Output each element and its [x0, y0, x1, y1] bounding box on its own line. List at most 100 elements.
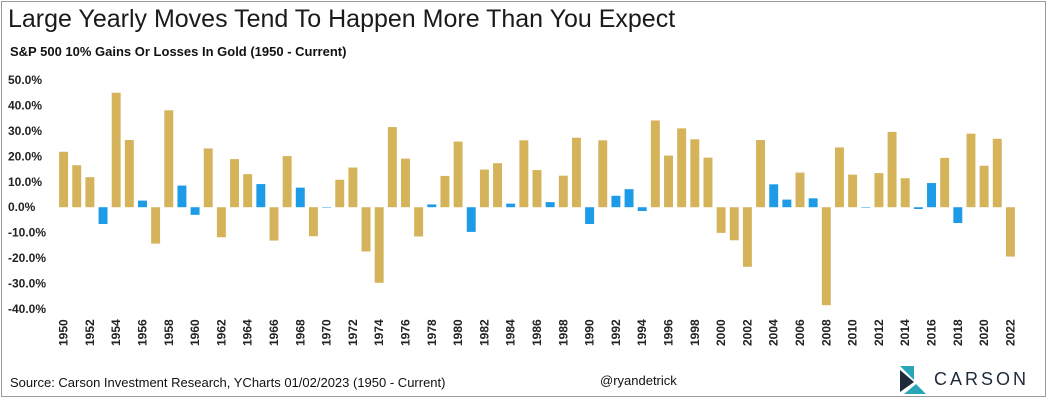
x-tick-label: 1988: [556, 319, 570, 346]
x-tick-label: 1976: [398, 319, 412, 346]
x-tick-label: 1994: [635, 319, 649, 346]
bar-1994: [637, 207, 647, 212]
bar-1986: [532, 170, 542, 208]
bar-1958: [164, 110, 174, 208]
bar-2002: [742, 207, 752, 267]
bar-2019: [966, 133, 976, 208]
bar-1950: [59, 151, 69, 208]
bar-2014: [900, 178, 910, 208]
bar-1951: [72, 165, 82, 208]
bar-2012: [874, 173, 884, 208]
y-tick-label: 40.0%: [8, 98, 42, 112]
x-tick-label: 2002: [740, 319, 754, 346]
bar-1971: [335, 179, 345, 208]
bar-2001: [729, 207, 739, 241]
bar-2007: [808, 198, 818, 208]
bar-1980: [453, 141, 463, 208]
bar-1982: [479, 169, 489, 208]
bar-2015: [913, 207, 923, 209]
bar-2017: [940, 157, 950, 208]
x-tick-label: 2018: [951, 319, 965, 346]
x-tick-label: 2000: [714, 319, 728, 346]
y-tick-label: -40.0%: [8, 302, 46, 316]
bar-1959: [177, 185, 187, 208]
x-tick-label: 2014: [898, 319, 912, 346]
bar-1963: [230, 159, 239, 208]
x-tick-label: 1950: [57, 319, 71, 346]
bar-1956: [138, 200, 147, 208]
bar-1969: [308, 207, 318, 237]
bar-1957: [151, 207, 161, 244]
bar-1996: [664, 155, 673, 208]
carson-logo: CARSON: [898, 364, 1029, 394]
x-tick-label: 1972: [346, 319, 360, 346]
x-tick-label: 2020: [977, 319, 991, 346]
bar-1990: [585, 207, 595, 225]
x-tick-label: 1990: [583, 319, 597, 346]
x-tick-label: 2008: [819, 319, 833, 346]
x-tick-label: 1996: [662, 319, 676, 346]
x-tick-label: 1954: [109, 319, 123, 346]
bar-2008: [821, 207, 831, 306]
x-tick-label: 1978: [425, 319, 439, 346]
x-tick-label: 1984: [504, 319, 518, 346]
bar-1983: [493, 163, 503, 208]
x-tick-label: 1982: [477, 319, 491, 346]
x-tick-label: 1986: [530, 319, 544, 346]
x-tick-label: 1962: [214, 319, 228, 346]
bar-2021: [992, 138, 1002, 208]
bar-1989: [571, 137, 581, 208]
x-tick-label: 1956: [135, 319, 149, 346]
bar-1968: [295, 187, 305, 208]
x-tick-label: 2004: [767, 319, 781, 346]
bar-1991: [598, 140, 608, 208]
bar-1997: [677, 128, 687, 208]
bar-2005: [782, 199, 792, 208]
y-tick-label: 0.0%: [8, 200, 36, 214]
carson-logo-text: CARSON: [934, 368, 1030, 389]
y-tick-label: 50.0%: [8, 73, 42, 87]
y-tick-label: 20.0%: [8, 149, 42, 163]
bar-1984: [506, 203, 516, 208]
x-tick-label: 1998: [688, 319, 702, 346]
bar-2020: [979, 165, 989, 208]
x-tick-label: 2012: [872, 319, 886, 346]
bar-1955: [124, 140, 134, 208]
bar-1962: [216, 207, 226, 238]
x-tick-label: 1970: [320, 319, 334, 346]
bar-2004: [769, 184, 779, 208]
bar-2018: [953, 207, 963, 223]
x-tick-label: 1980: [451, 319, 465, 346]
bar-1970: [322, 206, 332, 208]
bar-1978: [427, 204, 437, 208]
bar-2016: [927, 183, 936, 208]
x-tick-label: 2010: [846, 319, 860, 346]
bar-1954: [111, 92, 121, 208]
bar-1964: [243, 174, 253, 208]
bar-1972: [348, 167, 358, 208]
bar-1960: [190, 207, 200, 215]
x-tick-label: 1966: [267, 319, 281, 346]
bar-1976: [401, 158, 410, 208]
y-tick-label: -30.0%: [8, 277, 46, 291]
bar-1967: [282, 156, 292, 208]
bar-1993: [624, 189, 634, 208]
bar-1998: [690, 139, 700, 208]
bar-1953: [98, 207, 108, 225]
bar-1981: [466, 207, 476, 232]
bar-2003: [756, 140, 766, 208]
x-tick-label: 1974: [372, 319, 386, 346]
bar-1975: [387, 127, 397, 208]
x-tick-label: 2016: [925, 319, 939, 346]
bar-2013: [887, 131, 897, 208]
bar-1965: [256, 184, 266, 208]
x-tick-label: 2022: [1003, 319, 1017, 346]
bar-1988: [558, 175, 568, 208]
bar-1987: [545, 202, 555, 208]
y-tick-label: 10.0%: [8, 175, 42, 189]
bar-1974: [374, 207, 384, 283]
bar-2011: [861, 207, 871, 208]
source-note: Source: Carson Investment Research, YCha…: [10, 375, 446, 390]
